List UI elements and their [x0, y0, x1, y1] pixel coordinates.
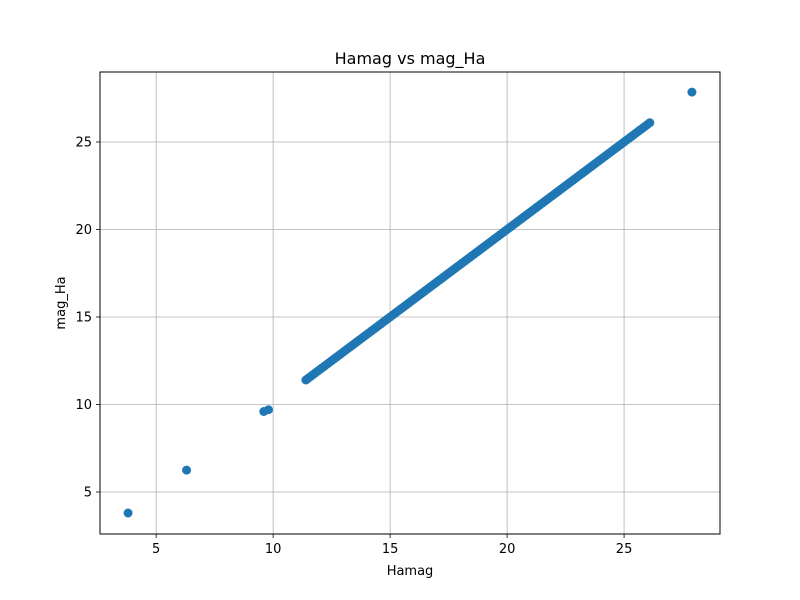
data-point	[263, 405, 273, 415]
y-tick-label: 20	[75, 223, 92, 238]
y-axis-label: mag_Ha	[54, 276, 69, 329]
plot-frame	[99, 71, 721, 535]
x-axis-label: Hamag	[387, 564, 434, 579]
x-tick-label: 25	[616, 542, 633, 557]
y-tick-label: 5	[84, 486, 92, 501]
y-tick-label: 25	[75, 136, 92, 151]
data-point	[687, 87, 697, 97]
data-point	[645, 118, 655, 128]
x-tick-label: 20	[499, 542, 516, 557]
chart-title: Hamag vs mag_Ha	[335, 49, 486, 69]
x-tick-label: 5	[152, 542, 160, 557]
x-tick-label: 15	[382, 542, 399, 557]
y-tick-label: 10	[75, 398, 92, 413]
x-tick-label: 10	[265, 542, 282, 557]
data-point	[182, 465, 192, 475]
axis-ticks: 5 10 15 20 25 5 10 15 20 25	[75, 136, 632, 558]
data-point	[123, 508, 133, 518]
data-points	[123, 87, 697, 518]
y-tick-label: 15	[75, 311, 92, 326]
